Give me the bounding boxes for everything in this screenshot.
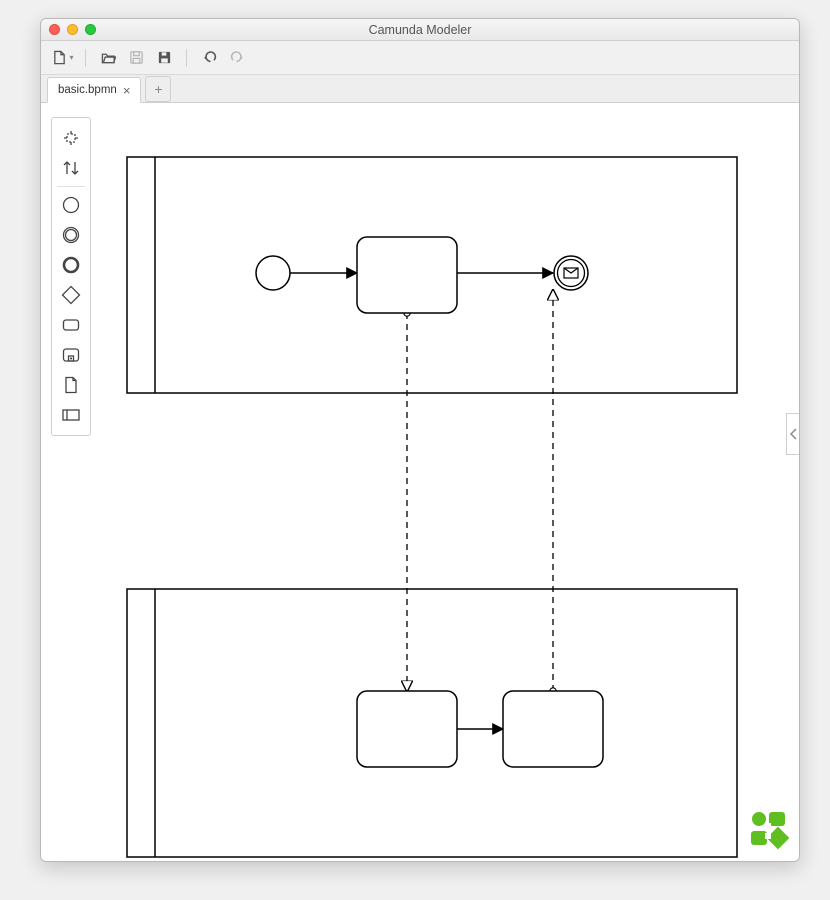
save-button[interactable] — [124, 46, 148, 70]
toolbar-separator — [186, 49, 187, 67]
save-all-button[interactable] — [152, 46, 176, 70]
camunda-logo-icon — [747, 809, 789, 851]
task[interactable] — [503, 691, 603, 767]
new-diagram-button[interactable]: ▾ — [51, 46, 75, 70]
plus-icon: + — [154, 81, 162, 97]
task[interactable] — [357, 691, 457, 767]
zoom-window-button[interactable] — [85, 24, 96, 35]
properties-panel-toggle[interactable] — [786, 413, 800, 455]
new-tab-button[interactable]: + — [145, 76, 171, 102]
tab-label: basic.bpmn — [58, 84, 117, 96]
minimize-window-button[interactable] — [67, 24, 78, 35]
window-controls — [49, 24, 96, 35]
undo-button[interactable] — [197, 46, 221, 70]
diagram-canvas[interactable] — [41, 103, 800, 862]
close-window-button[interactable] — [49, 24, 60, 35]
open-button[interactable] — [96, 46, 120, 70]
tab-strip: basic.bpmn × + — [41, 75, 799, 103]
close-tab-icon[interactable]: × — [123, 84, 131, 97]
start-event[interactable] — [256, 256, 290, 290]
tab-file[interactable]: basic.bpmn × — [47, 77, 141, 103]
workspace — [41, 103, 799, 861]
message-end-event[interactable] — [554, 256, 588, 290]
toolbar-separator — [85, 49, 86, 67]
redo-button[interactable] — [225, 46, 249, 70]
window-title: Camunda Modeler — [41, 23, 799, 37]
toolbar: ▾ — [41, 41, 799, 75]
titlebar: Camunda Modeler — [41, 19, 799, 41]
task[interactable] — [357, 237, 457, 313]
app-window: Camunda Modeler ▾ basic.bpmn × + — [40, 18, 800, 862]
